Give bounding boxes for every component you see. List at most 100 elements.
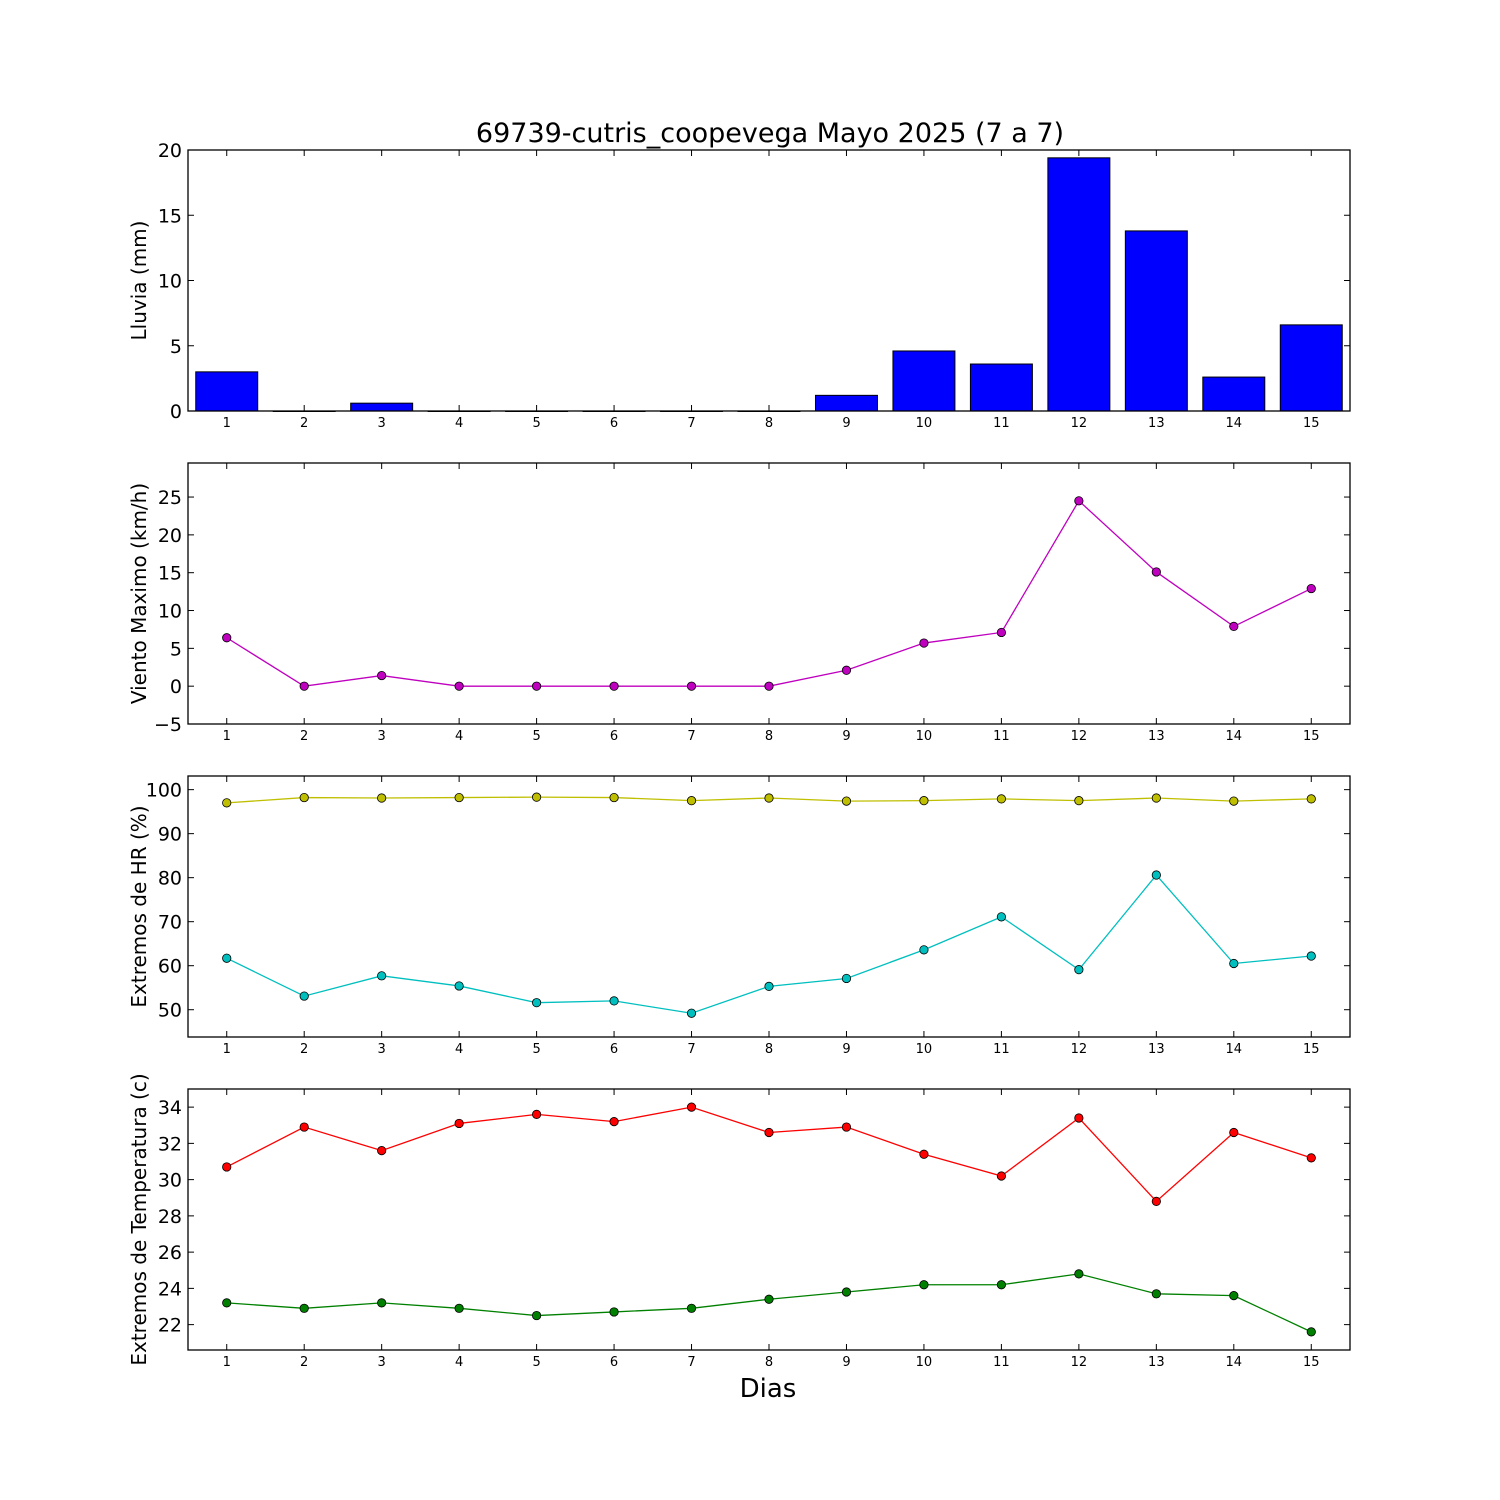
- y-tick-label: 20: [158, 525, 182, 547]
- data-point: [1074, 796, 1084, 806]
- y-tick-label: 20: [158, 140, 182, 162]
- y-tick-label: 15: [158, 563, 182, 585]
- bar-day-13: [1124, 230, 1188, 412]
- y-tick-label: 24: [158, 1278, 182, 1300]
- data-point: [299, 991, 309, 1001]
- data-point: [1306, 794, 1316, 804]
- x-tick-label: 10: [916, 416, 933, 431]
- y-axis-label: Extremos de Temperatura (c): [127, 1073, 151, 1365]
- y-tick-label: 34: [158, 1097, 182, 1119]
- plot-frame: [187, 1088, 1351, 1351]
- bar-day-9: [814, 394, 878, 412]
- y-tick-label: 30: [158, 1170, 182, 1192]
- y-axis-label: Lluvia (mm): [127, 221, 151, 341]
- data-point: [919, 638, 929, 648]
- x-tick-label: 4: [455, 729, 463, 744]
- data-point: [222, 798, 232, 808]
- data-point: [609, 1117, 619, 1127]
- data-point: [1229, 1291, 1239, 1301]
- x-tick-label: 2: [300, 729, 308, 744]
- data-point: [531, 998, 542, 1008]
- x-tick-label: 11: [993, 1355, 1010, 1370]
- x-tick-label: 3: [378, 416, 386, 431]
- data-point: [454, 681, 464, 691]
- x-tick-label: 13: [1148, 1355, 1165, 1370]
- data-point: [531, 681, 542, 691]
- y-tick-label: 60: [158, 956, 182, 978]
- y-axis-label: Viento Maximo (km/h): [127, 483, 151, 704]
- data-point: [609, 996, 619, 1006]
- bar-day-12: [1047, 157, 1111, 412]
- data-point: [222, 1162, 232, 1172]
- x-tick-label: 15: [1303, 1042, 1320, 1057]
- x-tick-label: 1: [223, 416, 231, 431]
- x-tick-label: 1: [223, 729, 231, 744]
- data-point: [454, 981, 464, 991]
- x-tick-label: 7: [687, 729, 695, 744]
- y-tick-label: 0: [170, 676, 182, 698]
- data-point: [299, 792, 309, 803]
- x-tick-label: 14: [1226, 1042, 1243, 1057]
- data-point: [841, 973, 852, 984]
- x-tick-label: 12: [1071, 1042, 1088, 1057]
- data-point: [996, 627, 1007, 638]
- y-tick-label: 10: [158, 271, 182, 293]
- x-tick-label: 8: [765, 1042, 773, 1057]
- data-point: [222, 953, 232, 963]
- y-tick-label: 70: [158, 912, 182, 934]
- x-tick-label: 4: [455, 1042, 463, 1057]
- x-tick-label: 5: [532, 729, 540, 744]
- x-tick-label: 15: [1303, 1355, 1320, 1370]
- plot-frame: [187, 775, 1351, 1038]
- data-point: [299, 1303, 309, 1313]
- x-tick-label: 9: [842, 416, 850, 431]
- data-point: [841, 1122, 852, 1132]
- x-tick-label: 5: [532, 1355, 540, 1370]
- data-point: [841, 796, 852, 806]
- x-tick-label: 8: [765, 416, 773, 431]
- data-point: [1074, 965, 1084, 975]
- panel-temperature: Extremos de Temperatura (c) 2224262830323…: [127, 1073, 1351, 1370]
- x-tick-label: 12: [1071, 729, 1088, 744]
- data-point: [609, 681, 619, 691]
- data-point: [1151, 870, 1161, 880]
- data-point: [377, 971, 387, 981]
- data-point: [841, 665, 852, 675]
- chart-title: 69739-cutris_coopevega Mayo 2025 (7 a 7): [476, 118, 1064, 149]
- data-point: [609, 1307, 619, 1317]
- x-tick-label: 2: [300, 416, 308, 431]
- data-point: [1306, 951, 1316, 961]
- plot-frame: [187, 149, 1351, 412]
- data-point: [841, 1287, 852, 1297]
- series-line: [226, 1106, 1312, 1203]
- data-point: [222, 633, 232, 643]
- x-tick-label: 14: [1226, 1355, 1243, 1370]
- y-tick-label: 80: [158, 868, 182, 890]
- y-tick-label: 5: [170, 336, 182, 358]
- y-tick-label: 28: [158, 1206, 182, 1228]
- data-point: [996, 1171, 1007, 1181]
- x-tick-label: 1: [223, 1042, 231, 1057]
- data-point: [1306, 583, 1316, 594]
- data-point: [996, 912, 1007, 922]
- x-tick-label: 14: [1226, 729, 1243, 744]
- x-tick-label: 13: [1148, 729, 1165, 744]
- data-point: [996, 1280, 1007, 1290]
- data-point: [919, 945, 929, 955]
- x-tick-label: 7: [687, 1042, 695, 1057]
- data-point: [919, 1149, 929, 1159]
- bar-day-15: [1279, 324, 1343, 412]
- data-point: [764, 1127, 774, 1138]
- x-tick-label: 6: [610, 1042, 618, 1057]
- data-point: [996, 794, 1007, 804]
- y-tick-label: 50: [158, 1000, 182, 1022]
- data-point: [609, 792, 619, 803]
- x-tick-label: 6: [610, 729, 618, 744]
- data-point: [1229, 621, 1239, 632]
- data-point: [222, 1298, 232, 1308]
- x-tick-label: 10: [916, 1042, 933, 1057]
- data-point: [377, 793, 387, 803]
- x-tick-label: 11: [993, 1042, 1010, 1057]
- x-tick-label: 5: [532, 1042, 540, 1057]
